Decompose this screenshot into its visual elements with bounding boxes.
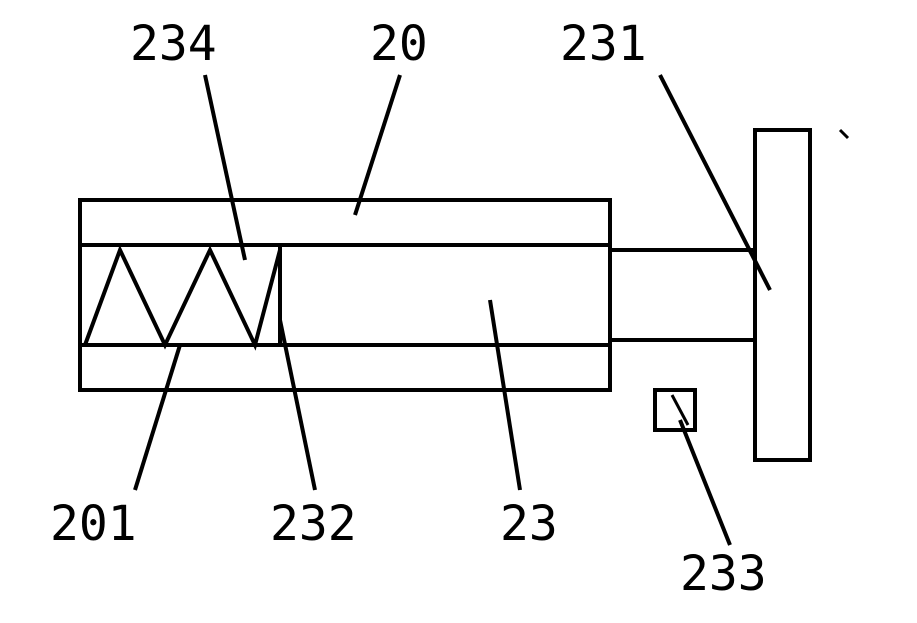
spring (85, 250, 280, 345)
body-outer (80, 200, 610, 390)
leader-201 (135, 345, 180, 490)
label-201: 201 (50, 496, 137, 552)
label-20: 20 (370, 16, 428, 72)
label-23: 23 (500, 496, 558, 552)
label-232: 232 (270, 496, 357, 552)
label-231: 231 (560, 16, 647, 72)
engineering-diagram: 234 20 231 201 232 23 233 (0, 0, 917, 623)
leader-20 (355, 75, 400, 215)
t-head (755, 130, 810, 460)
label-233: 233 (680, 546, 767, 602)
leader-233 (680, 420, 730, 545)
label-234: 234 (130, 16, 217, 72)
leader-234 (205, 75, 245, 260)
leader-23 (490, 300, 520, 490)
stray-mark (840, 130, 848, 138)
